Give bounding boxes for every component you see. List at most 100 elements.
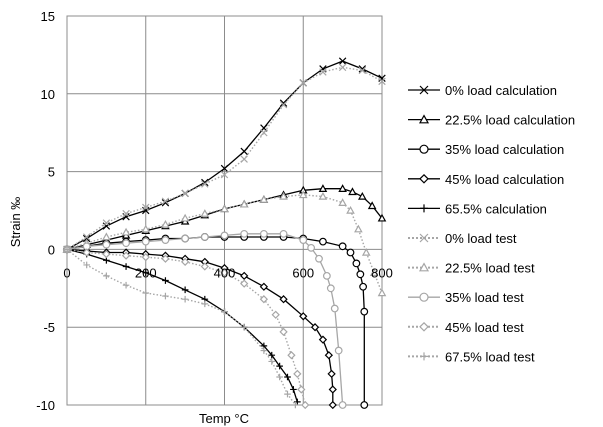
data-point bbox=[310, 323, 320, 332]
legend-entry: 65.5% calculation bbox=[408, 201, 547, 216]
data-point bbox=[142, 289, 150, 297]
data-point bbox=[260, 128, 268, 137]
legend-entry: 22.5% load calculation bbox=[408, 113, 575, 128]
data-point bbox=[377, 213, 387, 222]
data-point bbox=[240, 271, 249, 281]
data-point bbox=[181, 234, 190, 243]
legend: 0% load calculation 22.5% load calculatio… bbox=[408, 83, 575, 364]
series-8 bbox=[62, 245, 310, 410]
data-point bbox=[122, 263, 130, 270]
data-point bbox=[299, 79, 307, 87]
legend-label: 35% load test bbox=[445, 290, 524, 305]
legend-marker bbox=[418, 262, 430, 272]
series-line bbox=[66, 248, 306, 406]
data-point bbox=[301, 400, 310, 410]
data-point bbox=[276, 373, 283, 381]
data-point bbox=[181, 189, 189, 198]
data-point bbox=[369, 268, 379, 276]
data-point bbox=[181, 286, 189, 294]
data-point bbox=[378, 77, 386, 86]
y-tick-label: -10 bbox=[36, 398, 55, 413]
legend-marker bbox=[419, 233, 429, 243]
data-point bbox=[63, 246, 71, 253]
y-axis-title: Strain ‰ bbox=[8, 197, 23, 248]
data-point bbox=[141, 253, 150, 262]
series-6 bbox=[62, 190, 387, 297]
data-point bbox=[346, 205, 355, 214]
data-point bbox=[180, 213, 190, 222]
data-point bbox=[279, 191, 288, 200]
data-point bbox=[279, 100, 288, 109]
data-point bbox=[200, 209, 210, 217]
data-point bbox=[298, 190, 308, 199]
data-point bbox=[180, 257, 190, 266]
data-point bbox=[201, 180, 209, 188]
grid bbox=[66, 15, 383, 406]
y-tick-label: 15 bbox=[41, 9, 55, 24]
legend-marker bbox=[419, 292, 429, 302]
x-tick-label: 400 bbox=[214, 265, 236, 280]
legend-entry: 0% load calculation bbox=[408, 83, 557, 98]
data-point bbox=[324, 351, 333, 360]
data-point bbox=[348, 187, 357, 196]
data-point bbox=[102, 240, 111, 249]
data-point bbox=[299, 236, 308, 244]
data-point bbox=[161, 197, 170, 205]
data-point bbox=[297, 385, 306, 394]
data-point bbox=[142, 203, 150, 212]
data-point bbox=[315, 254, 323, 263]
data-point bbox=[161, 254, 170, 263]
data-point bbox=[378, 74, 386, 82]
legend-label: 45% load calculation bbox=[445, 172, 564, 187]
data-point bbox=[102, 232, 111, 241]
data-point bbox=[319, 65, 327, 73]
data-point bbox=[377, 288, 387, 297]
data-point bbox=[240, 147, 248, 156]
data-point bbox=[220, 164, 229, 173]
data-point bbox=[338, 184, 347, 192]
data-point bbox=[161, 219, 170, 228]
legend-marker bbox=[419, 144, 429, 154]
data-point bbox=[322, 271, 331, 280]
series-line bbox=[66, 248, 298, 403]
series-5 bbox=[63, 63, 386, 254]
data-point bbox=[239, 199, 249, 208]
legend-entry: 35% load test bbox=[408, 290, 524, 305]
legend-entry: 67.5% load test bbox=[408, 349, 535, 364]
data-point bbox=[319, 68, 327, 76]
data-point bbox=[354, 224, 363, 233]
data-point bbox=[220, 204, 229, 213]
data-point bbox=[279, 229, 288, 238]
plot-area bbox=[62, 57, 387, 410]
legend-label: 0% load test bbox=[445, 231, 517, 246]
data-point bbox=[240, 323, 248, 331]
legend-marker bbox=[419, 321, 429, 332]
data-point bbox=[307, 243, 316, 252]
x-tick-label: 0 bbox=[63, 265, 70, 280]
legend-marker bbox=[420, 204, 428, 213]
data-point bbox=[82, 248, 91, 257]
x-axis-title: Temp °C bbox=[199, 411, 249, 426]
y-tick-label: 10 bbox=[41, 87, 55, 102]
legend-entry: 0% load test bbox=[408, 231, 517, 246]
data-point bbox=[141, 237, 150, 246]
data-point bbox=[268, 358, 276, 365]
legend-marker bbox=[418, 114, 430, 124]
data-point bbox=[161, 236, 170, 244]
data-point bbox=[240, 279, 249, 288]
data-point bbox=[279, 295, 288, 304]
data-point bbox=[162, 292, 169, 300]
legend-entry: 22.5% load test bbox=[408, 261, 535, 276]
data-point bbox=[259, 295, 269, 304]
data-point bbox=[338, 198, 347, 206]
data-point bbox=[122, 239, 130, 248]
data-point bbox=[318, 184, 328, 192]
data-point bbox=[356, 270, 365, 279]
series-4 bbox=[63, 246, 301, 406]
data-point bbox=[334, 346, 343, 355]
data-point bbox=[260, 347, 268, 354]
y-tick-label: 5 bbox=[48, 165, 55, 180]
data-point bbox=[259, 195, 269, 203]
data-point bbox=[318, 191, 328, 200]
legend-marker bbox=[419, 85, 429, 95]
